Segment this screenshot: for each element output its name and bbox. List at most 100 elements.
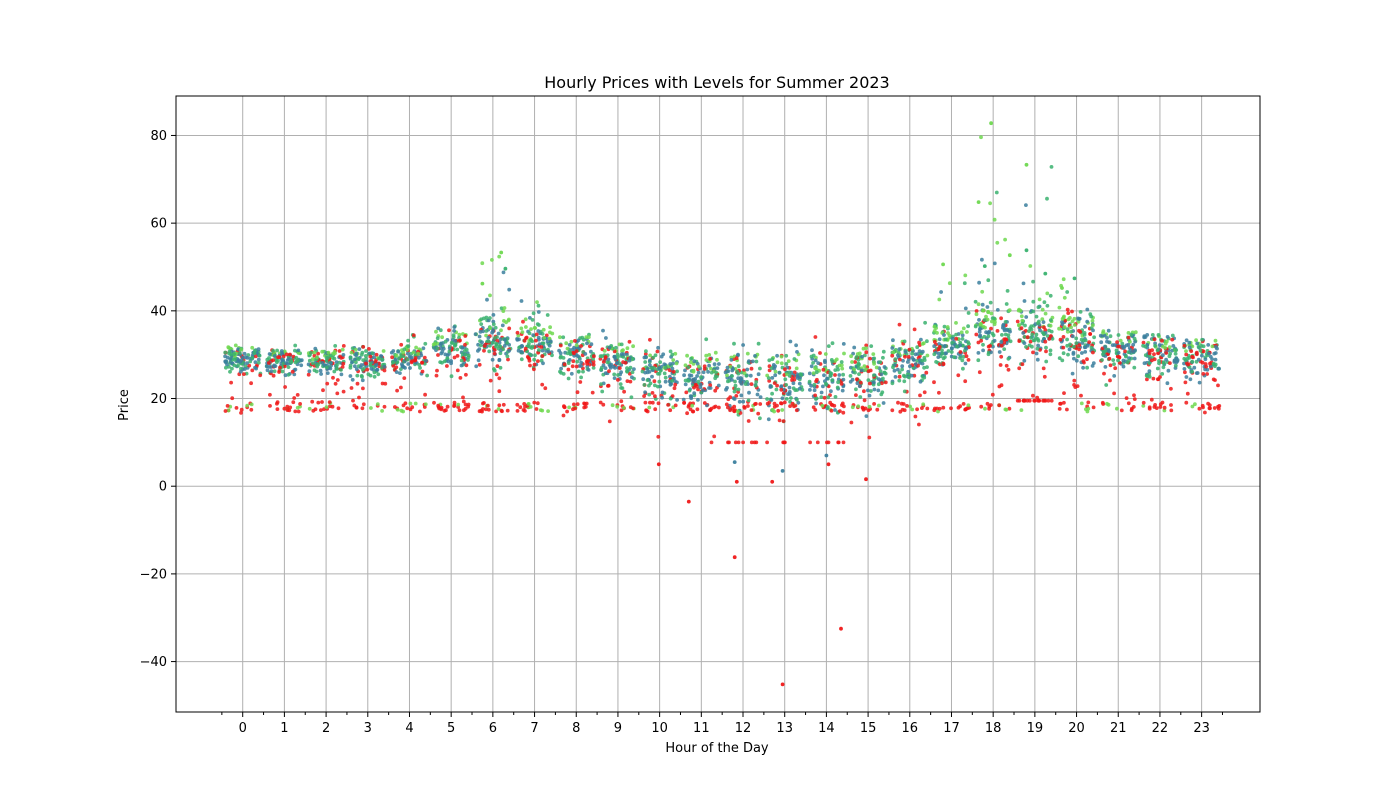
data-point (717, 405, 721, 410)
data-point (590, 390, 595, 395)
data-point (306, 372, 311, 377)
data-point (811, 361, 815, 365)
data-point (942, 333, 946, 337)
data-point (1003, 237, 1007, 242)
data-point (980, 289, 985, 294)
data-point (544, 333, 549, 338)
data-point (1042, 325, 1046, 330)
data-point (732, 460, 737, 464)
data-point (401, 350, 406, 355)
data-point (352, 403, 357, 408)
data-point (767, 379, 772, 383)
data-point (380, 357, 385, 362)
data-point (820, 403, 825, 408)
data-point (632, 367, 636, 371)
data-point (223, 354, 228, 359)
data-point (1072, 356, 1076, 361)
data-point (779, 401, 784, 406)
data-point (1208, 406, 1212, 411)
data-point (932, 329, 937, 333)
data-point (466, 402, 471, 407)
data-point (423, 341, 428, 346)
data-point (579, 360, 583, 365)
data-point (537, 342, 542, 346)
data-point (1100, 333, 1105, 338)
data-point (964, 354, 969, 359)
data-point (625, 369, 630, 374)
data-point (1156, 333, 1161, 337)
data-point (857, 362, 861, 367)
data-point (813, 408, 818, 412)
data-point (973, 324, 978, 329)
data-point (1049, 165, 1054, 169)
data-point (1184, 349, 1188, 353)
data-point (715, 374, 719, 379)
data-point (729, 358, 734, 362)
data-point (276, 358, 280, 363)
data-point (380, 381, 385, 386)
data-point (732, 397, 737, 401)
data-point (1041, 398, 1045, 403)
data-point (773, 373, 778, 378)
data-point (1150, 333, 1155, 337)
data-point (1151, 376, 1156, 381)
data-point (1048, 348, 1053, 353)
data-point (936, 347, 941, 351)
data-point (491, 313, 496, 317)
data-point (1108, 334, 1113, 339)
data-point (316, 400, 321, 405)
data-point (1071, 352, 1076, 356)
data-point (949, 350, 954, 354)
data-point (739, 381, 744, 386)
data-point (464, 347, 469, 352)
data-point (1156, 377, 1161, 381)
data-point (797, 386, 802, 391)
data-point (455, 368, 460, 373)
data-point (691, 409, 696, 414)
data-point (866, 369, 871, 374)
data-point (773, 369, 778, 374)
data-point (986, 310, 991, 315)
data-point (230, 396, 235, 401)
data-point (1133, 330, 1138, 335)
data-point (741, 399, 746, 404)
data-point (348, 355, 353, 360)
data-point (307, 369, 312, 374)
data-point (939, 290, 943, 294)
data-point (523, 405, 527, 409)
data-point (758, 366, 762, 371)
data-point (642, 355, 647, 360)
data-point (892, 368, 897, 373)
data-point (670, 366, 675, 371)
data-point (529, 346, 534, 350)
data-point (1128, 348, 1133, 352)
data-point (864, 477, 868, 482)
data-point (571, 359, 576, 364)
data-point (416, 351, 421, 356)
data-point (726, 405, 730, 410)
data-point (747, 390, 751, 395)
data-point (736, 376, 741, 381)
data-point (689, 394, 694, 399)
data-point (1044, 359, 1049, 364)
data-point (1004, 302, 1009, 306)
x-tick-label: 1 (280, 721, 288, 736)
data-point (826, 395, 831, 400)
data-point (1112, 391, 1116, 396)
data-point (286, 372, 291, 377)
data-point (650, 374, 654, 379)
data-point (1070, 334, 1075, 339)
data-point (575, 359, 580, 364)
data-point (821, 367, 826, 372)
data-point (841, 410, 846, 415)
x-tick-label: 16 (902, 721, 919, 736)
data-point (607, 369, 611, 373)
data-point (1197, 406, 1202, 411)
data-point (559, 366, 563, 371)
data-point (493, 336, 497, 340)
data-point (354, 367, 359, 372)
data-point (586, 335, 591, 339)
x-axis-ticks: 0 1 2 3 4 5 6 7 8 9 10 11 12 13 14 15 16 17 18 19 20 21 22 23 (221, 712, 1223, 736)
data-point (507, 326, 512, 331)
data-point (361, 402, 366, 407)
